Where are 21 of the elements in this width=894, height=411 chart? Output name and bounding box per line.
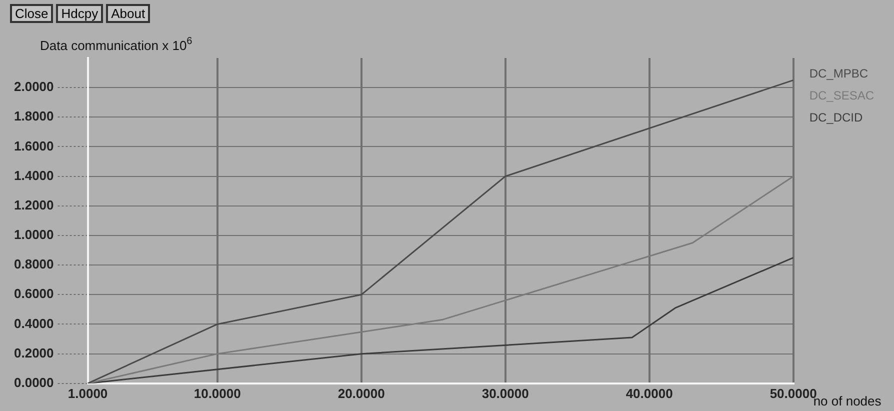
x-tick-label: 20.0000 <box>338 386 385 401</box>
y-tick-label: 1.6000 <box>14 138 54 154</box>
x-tick-label: 1.0000 <box>68 386 108 401</box>
y-tick-label: 0.0000 <box>14 374 54 390</box>
x-tick-label: 40.0000 <box>626 386 673 401</box>
y-tick-label: 1.4000 <box>14 168 54 183</box>
y-tick-label: 1.8000 <box>14 108 54 124</box>
y-tick-label: 0.4000 <box>14 316 54 331</box>
text: Close <box>10 4 54 23</box>
x-tick-label: 10.0000 <box>194 386 241 401</box>
text: About <box>106 4 150 23</box>
text: Hdcpy <box>56 4 104 23</box>
text: DC_DCID <box>809 110 863 124</box>
y-tick-label: 0.6000 <box>14 286 54 302</box>
y-tick-label: 0.2000 <box>14 345 54 360</box>
y-tick-label: 0.8000 <box>14 256 54 272</box>
y-tick-label: 1.2000 <box>14 197 54 212</box>
series-label: DC_MPBC <box>809 66 868 80</box>
x-tick-label: 30.0000 <box>482 386 529 401</box>
y-tick-label: 1.0000 <box>14 227 54 242</box>
y-tick-label: 2.0000 <box>14 79 54 94</box>
